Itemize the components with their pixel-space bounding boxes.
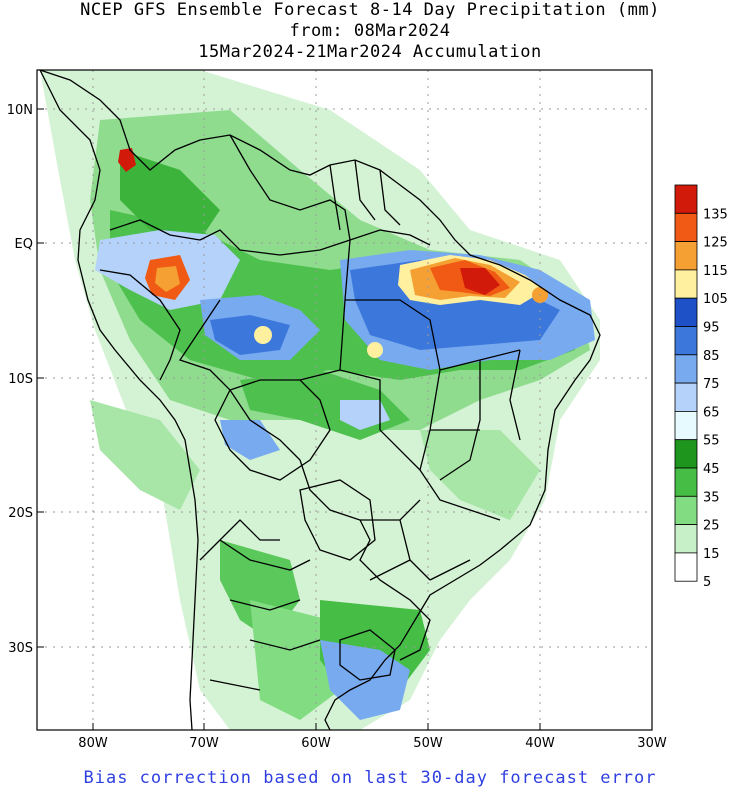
legend-swatch [674, 524, 698, 554]
longitude-labels: 80W 70W 60W 50W 40W 30W [78, 736, 667, 751]
lon-label-70w: 70W [189, 736, 219, 751]
lon-label-30w: 30W [637, 736, 667, 751]
argentina-provinces [199, 519, 321, 691]
map-frame [36, 69, 653, 731]
legend-swatch [674, 269, 698, 299]
lon-label-50w: 50W [413, 736, 443, 751]
legend-label: 85 [703, 349, 720, 364]
bias-correction-note: Bias correction based on last 30-day for… [83, 768, 657, 788]
legend-swatch [674, 410, 698, 441]
lat-label-20s: 20S [8, 506, 33, 521]
south-america-coastline [39, 70, 601, 730]
lat-label-eq: EQ [15, 237, 33, 252]
legend-label: 125 [703, 236, 728, 251]
west-coastline [39, 70, 199, 730]
legend-swatch [674, 326, 698, 356]
legend-label: 45 [703, 462, 720, 477]
graticule [37, 70, 652, 730]
legend-label: 65 [703, 405, 720, 420]
legend-swatch [674, 184, 698, 214]
peru-colombia-border [99, 219, 201, 381]
lat-label-10n: 10N [7, 103, 33, 118]
legend-label: 75 [703, 377, 720, 392]
brazil-border [178, 229, 431, 661]
legend-label: 115 [703, 264, 728, 279]
legend-label: 105 [703, 292, 728, 307]
legend-swatch [674, 382, 698, 412]
legend-swatch [674, 354, 698, 384]
lat-label-30s: 30S [8, 641, 33, 656]
lat-label-10s: 10S [8, 372, 33, 387]
lon-label-80w: 80W [78, 736, 108, 751]
brazil-states [299, 239, 521, 581]
legend-label: 25 [703, 519, 720, 534]
venezuela-guyana-border [229, 134, 401, 241]
legend-label: 35 [703, 490, 720, 505]
legend-label: 135 [703, 207, 728, 222]
legend-swatch [674, 495, 698, 525]
legend-swatch [674, 467, 698, 497]
legend-swatch [674, 552, 698, 582]
latitude-labels: 10N EQ 10S 20S 30S [7, 103, 33, 656]
map-title: NCEP GFS Ensemble Forecast 8-14 Day Prec… [80, 0, 660, 20]
legend-swatch [674, 297, 698, 327]
accumulation-period: 15Mar2024-21Mar2024 Accumulation [198, 42, 542, 62]
legend-label: 55 [703, 434, 720, 449]
legend-swatch [674, 212, 698, 243]
lon-label-40w: 40W [525, 736, 555, 751]
paraguay-border [299, 479, 376, 561]
legend-label: 15 [703, 547, 720, 562]
legend-label: 5 [703, 575, 711, 590]
legend-swatch [674, 241, 698, 271]
axis-ticks [37, 108, 653, 730]
boundaries [39, 70, 601, 730]
bolivia-border [214, 379, 331, 481]
forecast-issue-date: from: 08Mar2024 [289, 21, 451, 41]
precip-legend: 135 125 115 105 95 85 75 65 55 45 35 25 15 5 [674, 184, 728, 590]
legend-label: 95 [703, 321, 720, 336]
lon-label-60w: 60W [301, 736, 331, 751]
uruguay-border [339, 629, 396, 681]
legend-swatch [674, 439, 698, 469]
